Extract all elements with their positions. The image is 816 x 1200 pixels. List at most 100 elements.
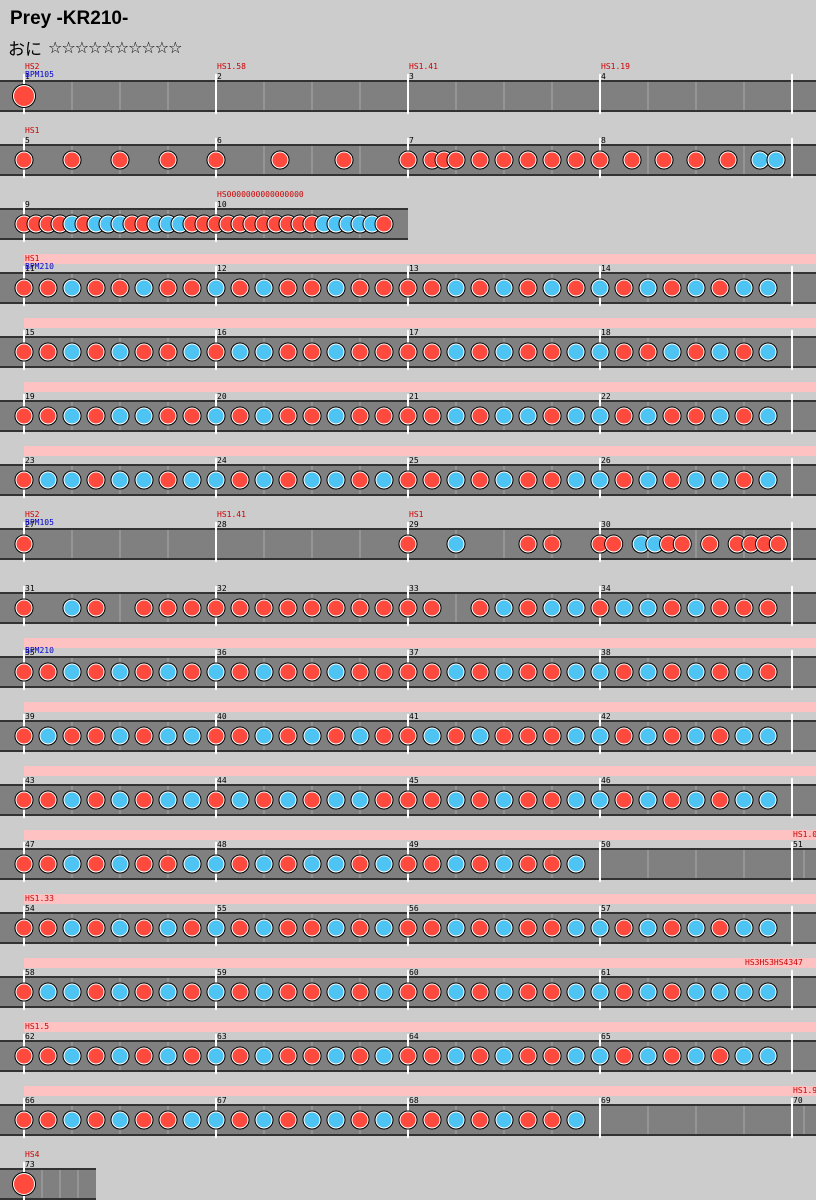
ka-note [160, 728, 176, 744]
don-note [702, 536, 718, 552]
ka-note [640, 280, 656, 296]
don-note [16, 472, 32, 488]
ka-note [160, 792, 176, 808]
bpm-label: BPM210 [25, 646, 54, 655]
ka-note [736, 280, 752, 296]
don-note [64, 152, 80, 168]
don-note [520, 856, 536, 872]
ka-note [208, 856, 224, 872]
don-note [376, 792, 392, 808]
don-note [328, 600, 344, 616]
ka-note [328, 472, 344, 488]
ka-note [448, 984, 464, 1000]
don-note [136, 1112, 152, 1128]
don-note [520, 664, 536, 680]
don-note [40, 920, 56, 936]
ka-note [760, 344, 776, 360]
don-note [616, 728, 632, 744]
measure-number: 8 [601, 136, 606, 145]
ka-note [184, 792, 200, 808]
ka-note [328, 1048, 344, 1064]
ka-note [328, 664, 344, 680]
don-note [472, 600, 488, 616]
don-note [616, 344, 632, 360]
don-note [280, 664, 296, 680]
ka-note [328, 408, 344, 424]
ka-note [592, 664, 608, 680]
gogo-band [24, 254, 816, 264]
don-note [160, 856, 176, 872]
ka-note [760, 728, 776, 744]
measure-number: 68 [409, 1096, 419, 1105]
measure-number: 20 [217, 392, 227, 401]
don-note [160, 152, 176, 168]
gogo-band [24, 382, 816, 392]
ka-note [472, 728, 488, 744]
ka-note [640, 408, 656, 424]
don-note [304, 344, 320, 360]
ka-note [256, 920, 272, 936]
measure-number: 49 [409, 840, 419, 849]
measure-number: 43 [25, 776, 35, 785]
don-note [544, 1112, 560, 1128]
measure-number: 38 [601, 648, 611, 657]
don-note [136, 984, 152, 1000]
don-note [16, 920, 32, 936]
measure-number: 27 [25, 520, 35, 529]
don-note [472, 408, 488, 424]
don-note [400, 728, 416, 744]
don-note [352, 920, 368, 936]
don-note [304, 600, 320, 616]
ka-note [640, 1048, 656, 1064]
measure-number: 28 [217, 520, 227, 529]
ka-note [592, 792, 608, 808]
hs-label: HS1 [25, 254, 40, 263]
measure-number: 21 [409, 392, 419, 401]
ka-note [232, 792, 248, 808]
ka-note [160, 1048, 176, 1064]
don-note [352, 664, 368, 680]
measure-number: 30 [601, 520, 611, 529]
don-note [88, 280, 104, 296]
don-note [16, 408, 32, 424]
don-note [520, 344, 536, 360]
gogo-band [24, 1022, 816, 1032]
don-note [208, 152, 224, 168]
ka-note [208, 408, 224, 424]
don-note [448, 152, 464, 168]
don-note [664, 280, 680, 296]
measure-number: 65 [601, 1032, 611, 1041]
don-note [400, 984, 416, 1000]
ka-note [568, 1112, 584, 1128]
hs-label: HS1.58 [217, 62, 246, 71]
hs-label: HS2 [25, 62, 40, 71]
hs-label: HS1.5 [25, 1022, 49, 1031]
don-note [606, 536, 622, 552]
hs-label: HS1 [409, 510, 424, 519]
song-title: Prey -KR210- [10, 8, 129, 29]
ka-note [256, 344, 272, 360]
don-note [544, 920, 560, 936]
don-note [88, 856, 104, 872]
measure-number: 73 [25, 1160, 35, 1169]
ka-note [568, 856, 584, 872]
measure-number: 50 [601, 840, 611, 849]
don-note [16, 664, 32, 680]
ka-note [544, 280, 560, 296]
ka-note [712, 408, 728, 424]
ka-note [256, 1048, 272, 1064]
ka-note [712, 344, 728, 360]
don-note [136, 344, 152, 360]
don-note [544, 536, 560, 552]
measure-number: 5 [25, 136, 30, 145]
ka-note [184, 728, 200, 744]
don-note [664, 792, 680, 808]
don-note [770, 536, 786, 552]
hs-label: HS1.07 [793, 830, 816, 839]
don-note [16, 152, 32, 168]
don-note [472, 1112, 488, 1128]
don-note [720, 152, 736, 168]
don-note [136, 728, 152, 744]
ka-note [736, 1048, 752, 1064]
